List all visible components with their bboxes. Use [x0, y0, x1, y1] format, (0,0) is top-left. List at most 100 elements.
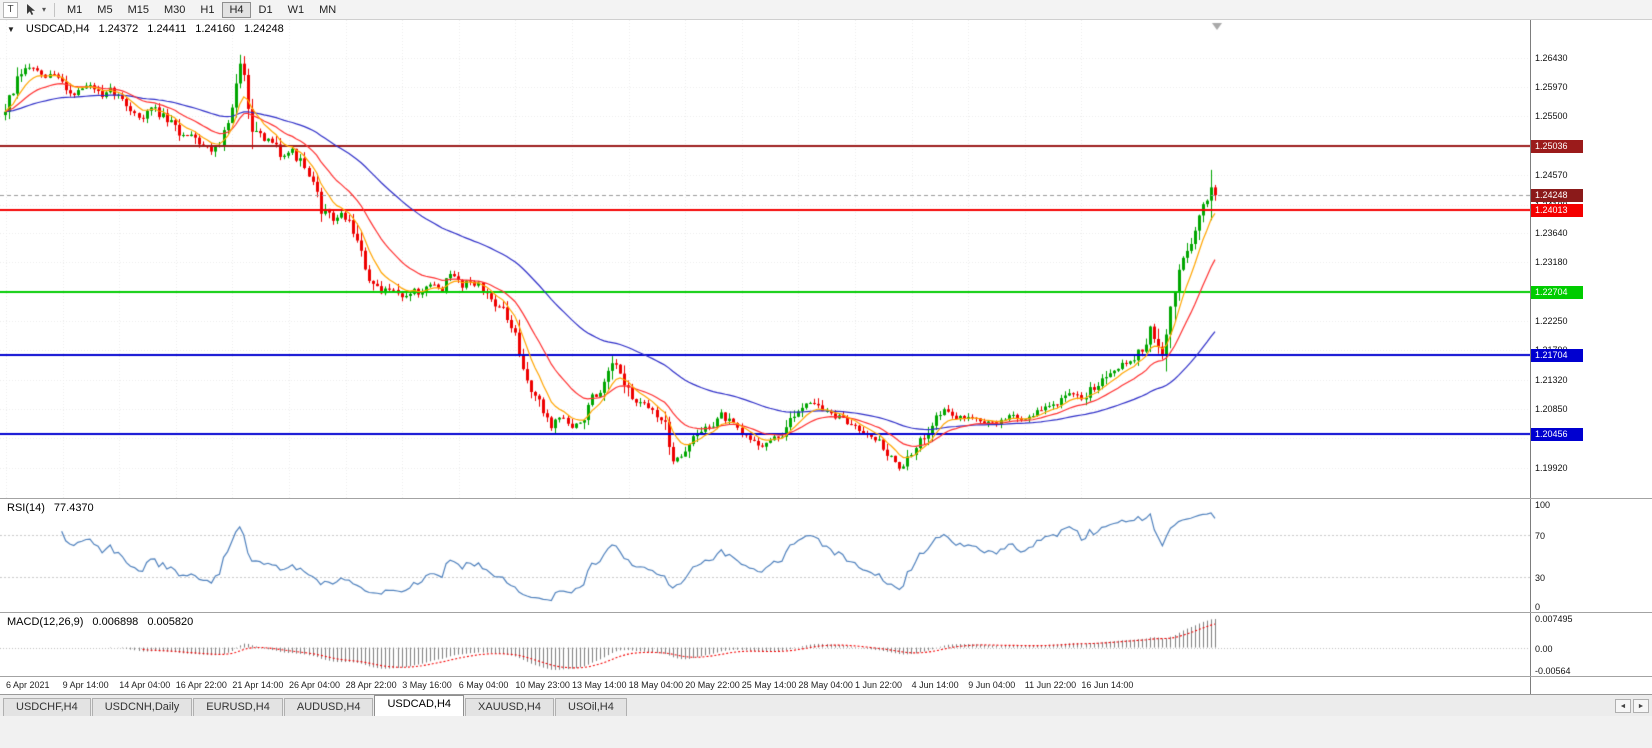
time-axis-label: 16 Apr 22:00 [175, 680, 227, 690]
timeframe-button-mn[interactable]: MN [319, 3, 337, 16]
time-axis-label: 6 Apr 2021 [6, 680, 50, 690]
price-tag-1.22704[interactable]: 1.22704 [1531, 286, 1583, 300]
price-axis-label: 1.23180 [1535, 257, 1568, 268]
time-axis-label: 21 Apr 14:00 [232, 680, 284, 690]
timeframe-button-h4[interactable]: H4 [222, 1, 251, 18]
chart-header: ▼ USDCAD,H4 1.24372 1.24411 1.24160 1.24… [7, 23, 284, 36]
rsi-axis-label: 30 [1535, 572, 1546, 583]
time-axis-label: 9 Apr 14:00 [62, 680, 109, 690]
price-axis-label: 1.21320 [1535, 374, 1568, 385]
macd-axis-label-zero: 0.00 [1535, 643, 1553, 654]
tab-eurusd-h4[interactable]: EURUSD,H4 [193, 698, 283, 716]
ohlc-high: 1.24411 [147, 23, 187, 35]
time-axis-label: 26 Apr 04:00 [289, 680, 341, 690]
tab-list: USDCHF,H4 USDCNH,Daily EURUSD,H4 AUDUSD,H4 U… [3, 695, 628, 716]
time-axis-label: 1 Jun 22:00 [855, 680, 903, 690]
ohlc-low: 1.24160 [195, 23, 235, 35]
price-tag-1.20456[interactable]: 1.20456 [1531, 428, 1583, 441]
rsi-panel: RSI(14) 77.4370 100 70 30 0 [0, 498, 1652, 612]
tab-audusd-h4[interactable]: AUDUSD,H4 [283, 698, 374, 716]
tab-usdcnh-daily[interactable]: USDCNH,Daily [91, 698, 193, 716]
time-axis-label: 3 May 16:00 [402, 680, 452, 690]
time-axis-label: 14 Apr 04:00 [119, 680, 171, 690]
time-axis-label: 10 May 23:00 [515, 680, 570, 690]
tabs-scroll-right-icon[interactable]: ► [1633, 699, 1649, 713]
tab-usoil-h4[interactable]: USOil,H4 [555, 698, 627, 716]
tab-xauusd-h4[interactable]: XAUUSD,H4 [465, 698, 554, 716]
main-chart-panel: ▼ USDCAD,H4 1.24372 1.24411 1.24160 1.24… [0, 20, 1652, 498]
main-chart-canvas[interactable] [0, 20, 1530, 498]
macd-axis-label-bottom: -0.00564 [1535, 666, 1571, 676]
rsi-name: RSI(14) [7, 502, 45, 514]
timeframe-button-h1[interactable]: H1 [200, 3, 215, 16]
time-axis-label: 18 May 04:00 [628, 680, 684, 690]
tab-usdcad-h4[interactable]: USDCAD,H4 [374, 695, 465, 716]
main-chart-plot: ▼ USDCAD,H4 1.24372 1.24411 1.24160 1.24… [0, 20, 1530, 498]
price-axis-label: 1.25500 [1535, 111, 1568, 122]
tab-usdchf-h4[interactable]: USDCHF,H4 [3, 698, 91, 716]
macd-header: MACD(12,26,9) 0.006898 0.005820 [7, 616, 193, 628]
price-axis-label: 1.19920 [1535, 462, 1568, 473]
price-axis-label: 1.25970 [1535, 81, 1568, 92]
cursor-tool-icon[interactable] [21, 2, 39, 18]
price-tag-1.24013[interactable]: 1.24013 [1531, 204, 1583, 217]
symbol-collapse-icon[interactable]: ▼ [7, 25, 15, 34]
rsi-axis-label: 0 [1535, 602, 1541, 612]
rsi-canvas[interactable] [0, 499, 1530, 612]
rsi-plot: RSI(14) 77.4370 [0, 499, 1530, 612]
rsi-axis-label: 100 [1535, 500, 1551, 510]
rsi-value: 77.4370 [53, 502, 94, 514]
timeframe-toolbar: M1 M5 M15 M30 H1 H4 D1 W1 MN [60, 1, 344, 18]
toolbar-grip[interactable]: T [3, 1, 18, 18]
timeframe-button-d1[interactable]: D1 [258, 3, 273, 16]
time-axis-label: 20 May 22:00 [685, 680, 740, 690]
time-axis-label: 25 May 14:00 [741, 680, 797, 690]
cursor-tool-dropdown-icon[interactable]: ▾ [41, 5, 46, 14]
timeframe-button-m30[interactable]: M30 [163, 3, 186, 16]
macd-axis-label-top: 0.007495 [1535, 614, 1573, 624]
macd-name: MACD(12,26,9) [7, 616, 84, 628]
current-price-tag: 1.24248 [1531, 189, 1583, 203]
macd-scale-corner[interactable]: 0.007495 0.00 -0.00564 [1530, 613, 1652, 676]
macd-plot: MACD(12,26,9) 0.006898 0.005820 [0, 613, 1530, 676]
timeframe-button-m5[interactable]: M5 [97, 3, 113, 16]
price-scale[interactable]: 1.264301.259701.255001.250301.245701.241… [1530, 20, 1652, 498]
price-axis-label: 1.26430 [1535, 52, 1568, 63]
ohlc-open: 1.24372 [98, 23, 139, 35]
symbol-timeframe-label: USDCAD,H4 [25, 23, 90, 35]
time-axis-label: 6 May 04:00 [458, 680, 509, 690]
macd-canvas[interactable] [0, 613, 1530, 676]
time-axis-label: 28 May 04:00 [798, 680, 853, 690]
price-axis-label: 1.20850 [1535, 404, 1568, 415]
time-axis-row: 6 Apr 2021 9 Apr 14:00 14 Apr 04:00 16 Apr … [0, 676, 1652, 694]
time-axis-label: 28 Apr 22:00 [345, 680, 397, 690]
ohlc-close: 1.24248 [243, 23, 284, 35]
time-axis-label: 4 Jun 14:00 [911, 680, 959, 690]
price-tag-1.21704[interactable]: 1.21704 [1531, 349, 1583, 363]
chart-tab-bar: USDCHF,H4 USDCNH,Daily EURUSD,H4 AUDUSD,H4 U… [0, 694, 1652, 716]
time-axis-label: 16 Jun 14:00 [1081, 680, 1134, 690]
time-scale-corner [1530, 677, 1652, 694]
timeframe-button-m15[interactable]: M15 [127, 3, 149, 16]
time-axis-label: 9 Jun 04:00 [968, 680, 1016, 690]
rsi-axis-label: 70 [1535, 530, 1546, 541]
top-toolbar: T ▾ M1 M5 M15 M30 H1 H4 D1 W1 MN [0, 0, 1652, 20]
price-tag-1.25036[interactable]: 1.25036 [1531, 139, 1583, 153]
timeframe-button-w1[interactable]: W1 [287, 3, 305, 16]
time-axis[interactable]: 6 Apr 2021 9 Apr 14:00 14 Apr 04:00 16 Apr … [0, 677, 1530, 694]
macd-signal-value: 0.005820 [147, 616, 194, 628]
price-axis-label: 1.23640 [1535, 228, 1568, 239]
tab-scroll-arrows: ◄ ► [1615, 699, 1649, 713]
bottom-filler [0, 716, 1652, 748]
rsi-header: RSI(14) 77.4370 [7, 502, 94, 514]
time-axis-label: 11 Jun 22:00 [1024, 680, 1077, 690]
macd-panel: MACD(12,26,9) 0.006898 0.005820 0.007495… [0, 612, 1652, 676]
time-axis-label: 13 May 14:00 [572, 680, 627, 690]
toolbar-separator [54, 2, 55, 17]
macd-main-value: 0.006898 [92, 616, 139, 628]
price-axis-label: 1.24570 [1535, 169, 1568, 180]
rsi-scale[interactable]: 100 70 30 0 [1530, 499, 1652, 612]
timeframe-button-m1[interactable]: M1 [67, 3, 83, 16]
tabs-scroll-left-icon[interactable]: ◄ [1615, 699, 1631, 713]
